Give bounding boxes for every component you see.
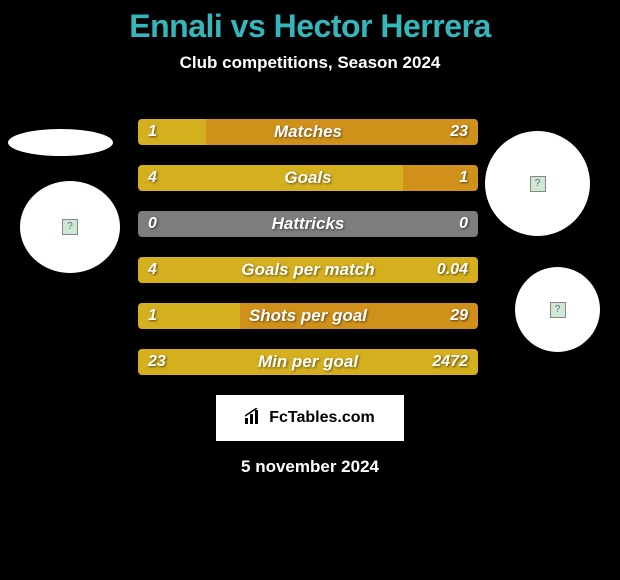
comparison-title: Ennali vs Hector Herrera	[0, 8, 620, 45]
stat-row: Goals4 1	[138, 165, 478, 191]
brand-mark-icon	[245, 408, 265, 429]
stat-value-right: 29	[450, 307, 468, 325]
player-right-photo: ?	[485, 131, 590, 236]
header: Ennali vs Hector Herrera Club competitio…	[0, 0, 620, 73]
stat-label: Matches	[138, 122, 478, 142]
image-placeholder-icon: ?	[62, 219, 78, 235]
stat-value-right: 2472	[432, 353, 468, 371]
stat-value-right: 23	[450, 123, 468, 141]
stat-bars: Matches123Goals41Hattricks00Goals per ma…	[138, 119, 478, 375]
content-area: ? ? ? Matches123Goals41Hattricks00Goals …	[0, 119, 620, 477]
stat-label: Goals per match	[138, 260, 478, 280]
stat-value-left: 1	[148, 307, 157, 325]
stat-label: Hattricks	[138, 214, 478, 234]
comparison-subtitle: Club competitions, Season 2024	[0, 53, 620, 73]
stat-row: Hattricks0 0	[138, 211, 478, 237]
image-placeholder-icon: ?	[530, 176, 546, 192]
stat-value-left: 0	[148, 215, 157, 233]
stat-value-right: 0.04	[437, 261, 468, 279]
stat-value-left: 1	[148, 123, 157, 141]
stat-row: Goals per match4 0.04	[138, 257, 478, 283]
stat-label: Min per goal	[138, 352, 478, 372]
stat-label: Goals	[138, 168, 478, 188]
stat-row: Matches1 23	[138, 119, 478, 145]
stat-value-left: 23	[148, 353, 166, 371]
footer-date: 5 november 2024	[0, 457, 620, 477]
player-left-logo	[8, 129, 113, 156]
stat-value-right: 1	[459, 169, 468, 187]
brand-logo-text: FcTables.com	[269, 409, 375, 427]
stat-label: Shots per goal	[138, 306, 478, 326]
stat-value-left: 4	[148, 169, 157, 187]
stat-row: Shots per goal1 29	[138, 303, 478, 329]
player-right-logo: ?	[515, 267, 600, 352]
stat-value-right: 0	[459, 215, 468, 233]
stat-value-left: 4	[148, 261, 157, 279]
image-placeholder-icon: ?	[550, 302, 566, 318]
brand-logo: FcTables.com	[216, 395, 404, 441]
stat-row: Min per goal23 2472	[138, 349, 478, 375]
player-left-photo: ?	[20, 181, 120, 273]
